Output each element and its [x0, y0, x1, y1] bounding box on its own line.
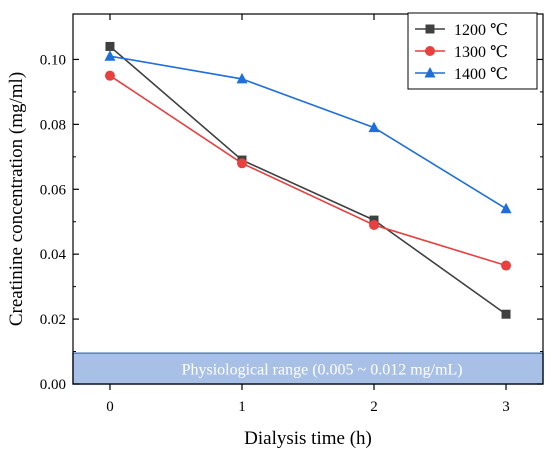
series-line-1 [109, 75, 507, 267]
x-tick-label: 1 [238, 399, 246, 415]
data-point-2-0 [104, 50, 116, 61]
legend-marker-1 [425, 46, 435, 56]
y-tick-label: 0.08 [40, 117, 66, 133]
physiological-range-label: Physiological range (0.005 ~ 0.012 mg/mL… [182, 362, 463, 379]
y-axis-title: Creatinine concentration (mg/ml) [6, 72, 27, 326]
data-point-0-0 [105, 41, 115, 51]
series-line-0 [109, 45, 507, 315]
x-tick-label: 3 [502, 399, 510, 415]
data-point-0-3 [501, 309, 511, 319]
plot-frame [72, 13, 544, 385]
y-tick-label: 0.02 [40, 312, 66, 328]
data-point-2-3 [500, 202, 512, 214]
data-point-1-3 [501, 260, 512, 271]
data-point-2-1 [236, 72, 248, 84]
data-point-1-0 [104, 70, 115, 81]
y-tick-label: 0.06 [40, 182, 67, 198]
legend: 1200 ℃ 1300 ℃ 1400 ℃ [407, 12, 538, 90]
series-line-2 [109, 55, 507, 210]
legend-marker-2 [424, 67, 436, 78]
x-tick-label: 0 [106, 399, 114, 415]
x-axis-title: Dialysis time (h) [244, 428, 372, 449]
legend-label-1: 1300 ℃ [454, 44, 508, 61]
y-tick-label: 0.04 [40, 247, 67, 263]
legend-marker-0 [425, 24, 435, 34]
legend-label-0: 1200 ℃ [454, 22, 508, 39]
y-tick-label: 0.10 [40, 52, 66, 68]
data-point-2-2 [368, 121, 380, 133]
data-point-1-1 [236, 158, 247, 169]
legend-label-2: 1400 ℃ [454, 66, 508, 83]
y-tick-label: 0.00 [40, 377, 66, 393]
x-tick-label: 2 [370, 399, 378, 415]
data-point-1-2 [369, 219, 380, 230]
